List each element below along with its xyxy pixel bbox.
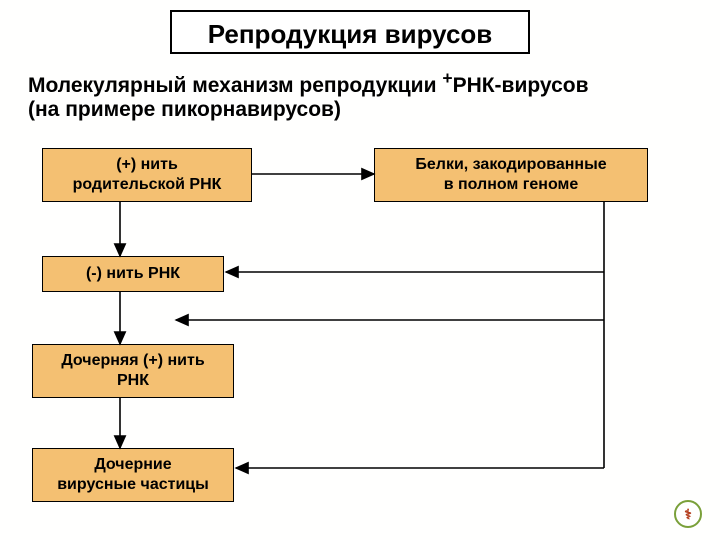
node-daughter-virions: Дочерниевирусные частицы <box>32 448 234 502</box>
footer-logo-icon: ⚕ <box>674 500 702 528</box>
node-daughter-plus: Дочерняя (+) нитьРНК <box>32 344 234 398</box>
subtitle-line2: (на примере пикорнавирусов) <box>28 98 341 121</box>
page-title: Репродукция вирусов <box>170 10 530 54</box>
node-parent-plus-rna: (+) нитьродительской РНК <box>42 148 252 202</box>
subtitle-line1: Молекулярный механизм репродукции <box>28 74 442 97</box>
subtitle-line1b: РНК-вирусов <box>453 74 589 97</box>
node-proteins: Белки, закодированныев полном геноме <box>374 148 648 202</box>
node-minus-rna: (-) нить РНК <box>42 256 224 292</box>
subtitle: Молекулярный механизм репродукции +РНК-в… <box>28 68 589 122</box>
subtitle-sup: + <box>442 68 452 88</box>
